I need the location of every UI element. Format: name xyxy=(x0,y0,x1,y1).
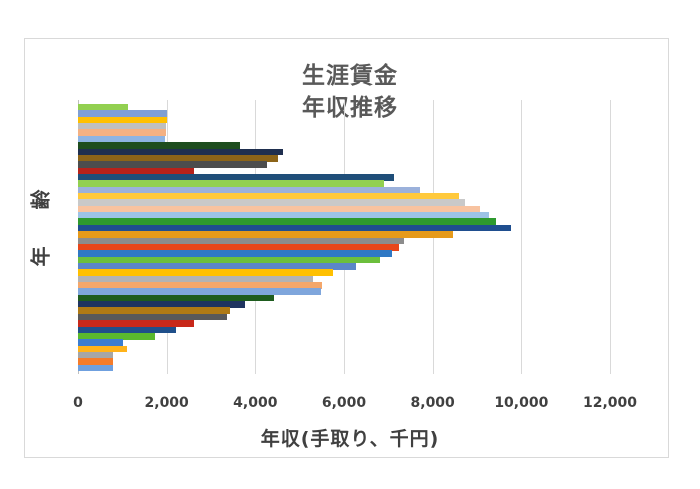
bar xyxy=(78,224,511,232)
bar xyxy=(78,320,195,327)
gridline xyxy=(521,100,523,374)
y-axis-label-char-1: 年 xyxy=(28,246,53,267)
bar xyxy=(78,154,278,162)
x-tick-label: 2,000 xyxy=(144,395,189,411)
bar xyxy=(78,294,274,302)
bar xyxy=(78,288,321,295)
bar xyxy=(78,148,283,156)
y-axis-label-char-2: 齢 xyxy=(28,189,53,210)
bar xyxy=(78,339,123,346)
x-tick-label: 6,000 xyxy=(321,395,367,411)
bar xyxy=(78,275,313,283)
bar xyxy=(78,104,129,111)
bar xyxy=(78,282,322,289)
x-tick-label: 8,000 xyxy=(410,395,455,411)
bar xyxy=(78,231,454,238)
bar xyxy=(78,358,114,365)
x-tick-label: 12,000 xyxy=(582,395,638,411)
bar xyxy=(78,167,195,175)
bar xyxy=(78,262,356,270)
bar xyxy=(78,129,167,137)
bar xyxy=(78,212,489,219)
bar xyxy=(78,142,240,149)
chart-title-line2: 年収推移 xyxy=(302,95,398,121)
bar xyxy=(78,326,176,334)
plot-area xyxy=(78,100,638,374)
bar xyxy=(78,237,404,245)
bar xyxy=(78,186,420,194)
bar xyxy=(78,173,395,181)
bar xyxy=(78,301,246,308)
bar xyxy=(78,116,168,124)
bar xyxy=(78,345,127,353)
bar xyxy=(78,250,392,257)
x-tick-label: 10,000 xyxy=(494,395,549,411)
bar xyxy=(78,256,380,264)
x-axis-label: 年収(手取り、千円) xyxy=(260,428,440,450)
bar xyxy=(78,351,114,359)
chart-frame xyxy=(24,38,669,458)
bar xyxy=(78,307,231,315)
bar xyxy=(78,364,114,372)
bar xyxy=(78,193,459,200)
bar xyxy=(78,332,156,340)
bar xyxy=(78,269,333,276)
gridline xyxy=(610,100,611,374)
bar xyxy=(78,218,496,226)
x-tick-label: 4,000 xyxy=(233,395,278,411)
bar xyxy=(78,199,466,206)
chart-title-line1: 生涯賃金 xyxy=(302,63,398,89)
bar xyxy=(78,135,165,143)
y-axis-label: 年 齢 xyxy=(24,185,54,271)
x-tick-label: 0 xyxy=(73,395,83,411)
bar xyxy=(78,180,384,187)
bar xyxy=(78,205,480,213)
bar xyxy=(78,123,167,130)
bar xyxy=(78,110,167,117)
bar xyxy=(78,313,227,321)
bar xyxy=(78,243,399,251)
bar xyxy=(78,161,267,168)
